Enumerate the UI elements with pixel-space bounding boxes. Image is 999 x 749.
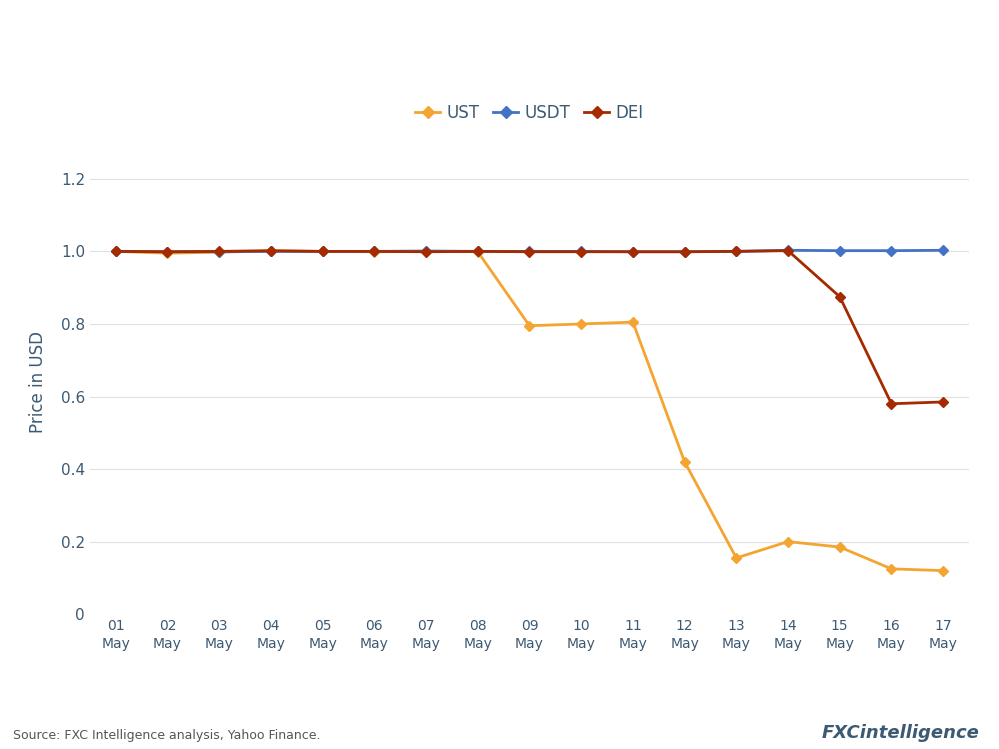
Text: Daily close price of UST, USDT and DEI stablecoins: Daily close price of UST, USDT and DEI s…	[13, 83, 508, 102]
DEI	[162, 247, 174, 256]
DEI	[110, 247, 122, 256]
DEI	[523, 247, 535, 256]
UST	[575, 319, 587, 328]
UST	[317, 247, 329, 256]
DEI	[265, 246, 277, 255]
Line: UST: UST	[112, 248, 947, 574]
UST	[369, 247, 381, 256]
USDT	[575, 247, 587, 256]
UST	[937, 566, 949, 575]
UST	[730, 554, 742, 562]
USDT	[110, 247, 122, 256]
USDT	[678, 247, 690, 256]
DEI	[937, 398, 949, 407]
DEI	[420, 247, 432, 256]
Line: USDT: USDT	[112, 247, 947, 255]
USDT	[885, 246, 897, 255]
USDT	[627, 247, 639, 256]
UST	[782, 537, 794, 546]
USDT	[782, 246, 794, 255]
USDT	[420, 246, 432, 255]
UST	[678, 458, 690, 467]
DEI	[369, 247, 381, 256]
UST	[110, 247, 122, 256]
USDT	[265, 247, 277, 256]
UST	[627, 318, 639, 327]
Text: FXCintelligence: FXCintelligence	[821, 724, 979, 742]
USDT	[369, 247, 381, 256]
DEI	[575, 247, 587, 256]
USDT	[834, 246, 846, 255]
USDT	[472, 247, 484, 256]
DEI	[472, 247, 484, 256]
DEI	[317, 247, 329, 256]
DEI	[213, 247, 225, 256]
USDT	[317, 247, 329, 256]
DEI	[627, 247, 639, 256]
UST	[162, 249, 174, 258]
UST	[472, 247, 484, 256]
Text: Source: FXC Intelligence analysis, Yahoo Finance.: Source: FXC Intelligence analysis, Yahoo…	[13, 729, 321, 742]
DEI	[782, 246, 794, 255]
USDT	[937, 246, 949, 255]
USDT	[213, 247, 225, 256]
DEI	[678, 247, 690, 256]
DEI	[885, 399, 897, 408]
UST	[213, 248, 225, 257]
Legend: UST, USDT, DEI: UST, USDT, DEI	[409, 98, 650, 129]
USDT	[523, 247, 535, 256]
Text: Key stablecoins have lost their peg: Key stablecoins have lost their peg	[13, 36, 618, 64]
DEI	[834, 292, 846, 301]
Y-axis label: Price in USD: Price in USD	[29, 331, 47, 433]
UST	[265, 246, 277, 255]
USDT	[162, 247, 174, 256]
UST	[523, 321, 535, 330]
UST	[834, 542, 846, 551]
UST	[420, 247, 432, 256]
Line: DEI: DEI	[112, 247, 947, 407]
USDT	[730, 247, 742, 256]
DEI	[730, 247, 742, 256]
UST	[885, 564, 897, 573]
